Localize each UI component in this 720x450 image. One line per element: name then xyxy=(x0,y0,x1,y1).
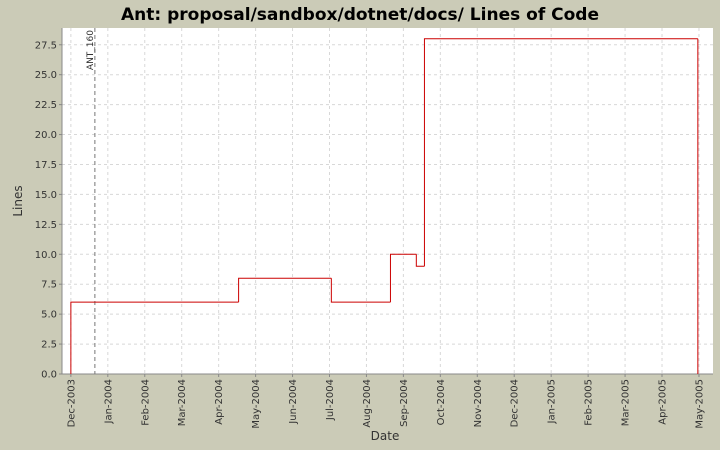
x-tick-label: May-2004 xyxy=(251,379,262,429)
y-tick-label: 25.0 xyxy=(35,70,57,81)
step-segment xyxy=(389,253,417,303)
step-segment xyxy=(238,277,332,303)
x-tick-label: Mar-2004 xyxy=(177,379,188,426)
y-axis-label: Lines xyxy=(11,185,25,216)
marker-label: ANT_160 xyxy=(86,30,96,70)
y-tick-label: 15.0 xyxy=(35,190,57,201)
y-tick-label: 20.0 xyxy=(35,130,57,141)
y-tick-label: 2.5 xyxy=(41,340,57,351)
step-segment xyxy=(415,254,425,267)
y-tick-label: 12.5 xyxy=(35,220,57,231)
y-tick-label: 27.5 xyxy=(35,40,57,51)
x-tick-label: Mar-2005 xyxy=(621,379,632,426)
step-segment xyxy=(423,38,698,267)
x-tick-label: Nov-2004 xyxy=(473,379,484,427)
x-tick-label: May-2005 xyxy=(694,379,705,429)
chart-title: Ant: proposal/sandbox/dotnet/docs/ Lines… xyxy=(121,5,599,25)
plot-area xyxy=(62,28,713,374)
x-tick-label: Jan-2004 xyxy=(103,379,114,424)
y-tick-label: 10.0 xyxy=(35,250,57,261)
x-tick-label: Feb-2005 xyxy=(584,379,595,426)
y-tick-label: 0.0 xyxy=(41,370,57,381)
x-axis-label: Date xyxy=(371,429,400,443)
x-tick-label: Jan-2005 xyxy=(547,379,558,424)
step-segment xyxy=(70,301,239,374)
x-tick-label: Dec-2004 xyxy=(510,379,521,427)
y-tick-label: 22.5 xyxy=(35,100,57,111)
x-tick-label: Apr-2004 xyxy=(214,379,225,425)
x-tick-label: Dec-2003 xyxy=(66,379,77,427)
x-tick-label: Aug-2004 xyxy=(362,379,373,428)
x-tick-label: Apr-2005 xyxy=(658,379,669,425)
x-tick-label: Jun-2004 xyxy=(288,379,299,425)
x-tick-label: Feb-2004 xyxy=(140,379,151,426)
y-tick-label: 17.5 xyxy=(35,160,57,171)
step-segment xyxy=(330,278,391,303)
y-tick-label: 7.5 xyxy=(41,280,57,291)
x-tick-label: Jul-2004 xyxy=(325,379,336,421)
y-tick-label: 5.0 xyxy=(41,310,57,321)
x-tick-label: Sep-2004 xyxy=(399,379,410,427)
x-tick-label: Oct-2004 xyxy=(436,379,447,425)
